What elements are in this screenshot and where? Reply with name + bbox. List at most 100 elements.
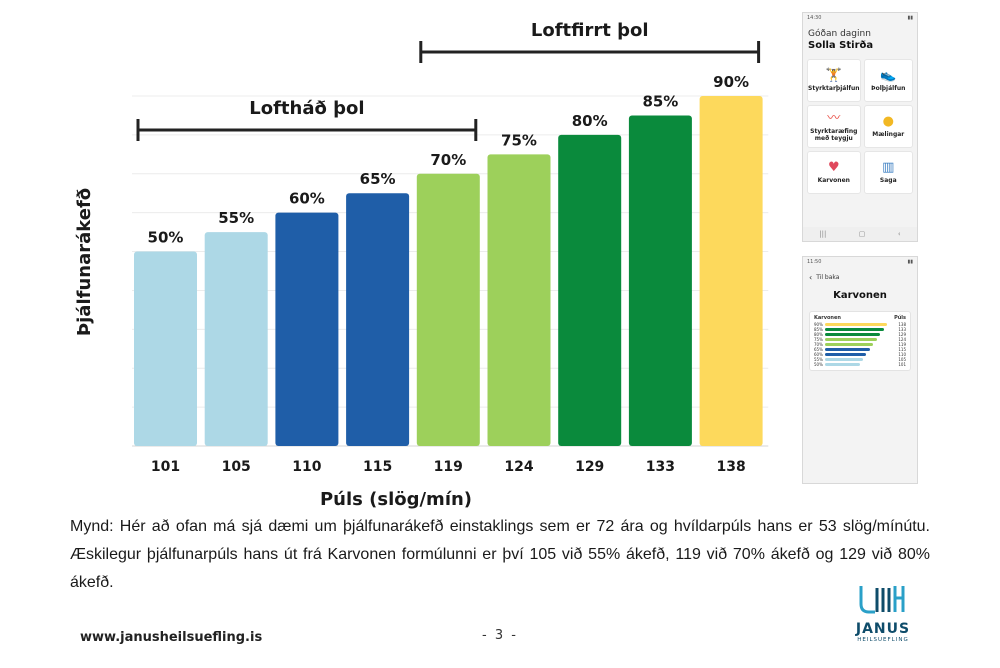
karvonen-pulse: 110	[898, 352, 906, 357]
bar	[487, 154, 551, 447]
android-nav-bar: ||| ▢ ‹	[803, 227, 917, 241]
heart-rate-bar-chart: 50% 101 55% 105 60% 110 65% 115 70% 119 75% 124 80% 1…	[74, 20, 769, 510]
bar-value-label: 55%	[218, 209, 254, 227]
karvonen-pulse: 105	[898, 357, 906, 362]
user-name: Solla Stirða	[808, 40, 874, 51]
karvonen-bar-track	[825, 363, 894, 366]
karvonen-bar	[825, 333, 881, 336]
bracket-label: Loftfirrt þol	[531, 20, 649, 41]
karvonen-pulse: 133	[898, 327, 906, 332]
karvonen-pct: 80%	[814, 332, 823, 337]
bar	[699, 96, 763, 446]
karvonen-row: 70% 119	[814, 342, 906, 347]
karvonen-bar	[825, 343, 874, 346]
karvonen-bar	[825, 328, 884, 331]
karvonen-table: Karvonen Púls 90% 138 85% 133 80% 129 75% 124 70…	[809, 311, 911, 371]
coins-icon: ●	[882, 114, 894, 129]
bracket-label: Loftháð þol	[249, 98, 364, 119]
bar-value-label: 50%	[148, 229, 184, 247]
menu-tiles: 🏋 Styrktarþjálfun 👟 Þolþjálfun 〰 Styrktaræfin…	[803, 55, 917, 198]
karvonen-pulse: 124	[898, 337, 906, 342]
karvonen-bar-track	[825, 343, 894, 346]
x-tick-label: 101	[151, 459, 180, 475]
x-tick-label: 133	[646, 459, 675, 475]
menu-tile[interactable]: ● Mælingar	[863, 105, 913, 148]
karvonen-bar	[825, 348, 870, 351]
karvonen-row: 65% 115	[814, 347, 906, 352]
bar-value-label: 70%	[430, 151, 466, 169]
phone-status-bar: 11:50 ▮▮	[803, 257, 917, 267]
bar-value-label: 60%	[289, 190, 325, 208]
back-icon[interactable]: ‹	[897, 230, 901, 238]
bar	[204, 232, 268, 446]
karvonen-bar-track	[825, 333, 894, 336]
menu-tile-label: Styrktaræfing með teygju	[810, 127, 858, 142]
home-icon[interactable]: ▢	[858, 230, 866, 238]
col-pulse: Púls	[894, 315, 906, 321]
shoe-icon: 👟	[880, 68, 897, 83]
karvonen-bar-track	[825, 353, 894, 356]
logo-name: JANUS	[855, 621, 911, 637]
karvonen-bar	[825, 358, 863, 361]
menu-tile-label: Mælingar	[872, 131, 905, 138]
karvonen-row: 90% 138	[814, 322, 906, 327]
menu-tile[interactable]: 🏋 Styrktarþjálfun	[807, 59, 861, 102]
bar-value-label: 75%	[501, 131, 537, 149]
bar-value-label: 80%	[572, 112, 608, 130]
karvonen-pulse: 101	[898, 362, 906, 367]
karvonen-bar	[825, 323, 888, 326]
bar	[346, 193, 410, 446]
status-time: 14:30	[807, 15, 822, 21]
karvonen-table-header: Karvonen Púls	[814, 315, 906, 321]
website-link[interactable]: www.janusheilsuefling.is	[80, 630, 263, 645]
karvonen-bar-track	[825, 323, 894, 326]
karvonen-pct: 50%	[814, 362, 823, 367]
menu-tile-label: Styrktarþjálfun	[808, 85, 860, 92]
phone-home-screenshot: 14:30 ▮▮ Góðan daginn Solla Stirða 🏋 Styr…	[802, 12, 918, 242]
arrow-left-icon: ‹	[809, 273, 813, 282]
karvonen-pct: 65%	[814, 347, 823, 352]
figure-caption: Mynd: Hér að ofan má sjá dæmi um þjálfun…	[70, 518, 930, 591]
y-axis-title: Þjálfunarákefð	[74, 188, 95, 336]
karvonen-pct: 55%	[814, 357, 823, 362]
x-tick-label: 124	[504, 459, 533, 475]
x-tick-label: 110	[292, 459, 321, 475]
karvonen-row: 85% 133	[814, 327, 906, 332]
x-tick-label: 115	[363, 459, 392, 475]
band-icon: 〰	[827, 110, 841, 126]
x-axis-title: Púls (slög/mín)	[320, 489, 472, 510]
menu-tile-label: Karvonen	[817, 177, 850, 184]
janus-logo: JANUS HEILSUEFLING	[848, 582, 918, 654]
back-button[interactable]: ‹ Til baka	[803, 267, 917, 284]
karvonen-rows: 90% 138 85% 133 80% 129 75% 124 70% 119 65% 115 60% 1…	[814, 322, 906, 367]
menu-tile[interactable]: ♥ Karvonen	[807, 151, 861, 194]
bar-value-label: 65%	[360, 170, 396, 188]
karvonen-row: 55% 105	[814, 357, 906, 362]
karvonen-pct: 70%	[814, 342, 823, 347]
menu-tile[interactable]: 〰 Styrktaræfing með teygju	[807, 105, 861, 148]
x-tick-label: 119	[434, 459, 463, 475]
page-number: - 3 -	[482, 628, 518, 643]
karvonen-pulse: 138	[898, 322, 906, 327]
menu-tile[interactable]: ▥ Saga	[863, 151, 913, 194]
bar	[416, 173, 480, 446]
karvonen-bar	[825, 353, 867, 356]
status-time: 11:50	[807, 259, 822, 265]
status-icons: ▮▮	[907, 259, 913, 265]
karvonen-bar-track	[825, 338, 894, 341]
heart-icon: ♥	[827, 160, 840, 175]
col-karvonen: Karvonen	[814, 315, 841, 321]
logo-subtitle: HEILSUEFLING	[857, 637, 909, 643]
karvonen-bar	[825, 338, 877, 341]
karvonen-row: 60% 110	[814, 352, 906, 357]
menu-tile-label: Saga	[879, 177, 897, 184]
phone-karvonen-screenshot: 11:50 ▮▮ ‹ Til baka Karvonen Karvonen Pú…	[802, 256, 918, 484]
karvonen-bar-track	[825, 358, 894, 361]
x-tick-label: 105	[222, 459, 251, 475]
phone-status-bar: 14:30 ▮▮	[803, 13, 917, 23]
dumbbell-icon: 🏋	[825, 68, 842, 83]
bar-chart-icon: ▥	[882, 160, 895, 175]
x-tick-label: 138	[716, 459, 745, 475]
recents-icon[interactable]: |||	[819, 230, 827, 238]
menu-tile[interactable]: 👟 Þolþjálfun	[863, 59, 913, 102]
